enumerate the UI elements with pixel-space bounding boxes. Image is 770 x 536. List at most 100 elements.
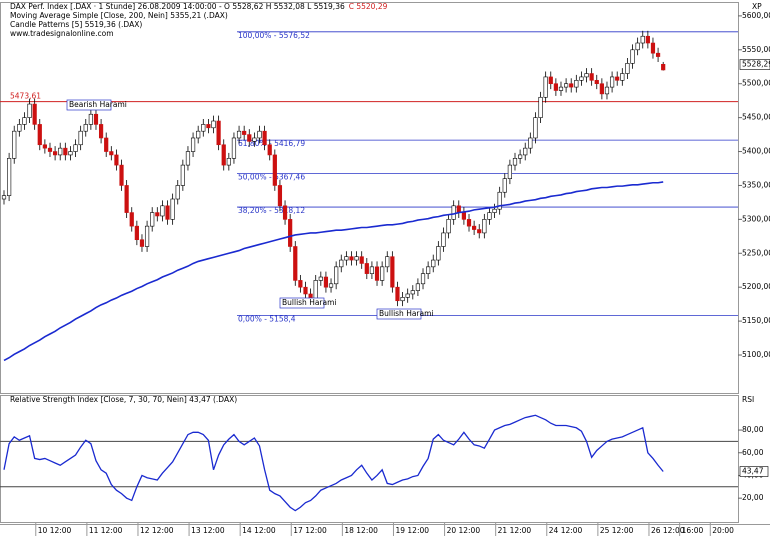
candle-body [78,130,83,146]
x-tick-label: 12 12:00 [140,526,174,535]
candle-body [124,185,129,213]
candle-body [584,73,589,78]
fib-label: 61,80% - 5416,79 [238,139,305,148]
y-tick-label: 5250,00 [742,248,770,257]
candle-body [221,144,226,166]
y-tick-label: 5150,00 [742,316,770,325]
candle-body [339,259,344,268]
candle-body [589,73,594,81]
candle-body [446,219,451,234]
candle-body [523,147,528,156]
candle-body [599,83,604,95]
candle-body [93,113,99,125]
candle-body [180,164,185,186]
candle-body [272,154,277,186]
candle-body [655,52,661,57]
candle-body [487,212,492,220]
candle-body [52,151,58,156]
candle-body [395,286,400,302]
candle-body [661,64,666,71]
x-tick-label: 25 12:00 [600,526,634,535]
candle-body [98,124,104,139]
candle-body [518,154,523,159]
axis-caption: XP [752,2,762,11]
candle-body [160,205,165,217]
candle-body [257,130,262,139]
candle-body [492,208,497,213]
candle-body [374,266,380,281]
candle-body [7,158,12,196]
y-tick-label: 5500,00 [742,79,770,88]
candle-body [548,76,553,85]
candle-body [129,212,134,227]
candle-body [247,134,252,142]
candle-body [150,212,155,227]
candle-body [630,49,635,64]
fib-label: 100,00% - 5576,52 [238,31,310,40]
x-tick-label: 13 12:00 [191,526,225,535]
x-tick-label: 16:00 [682,526,704,535]
chart-title: DAX Perf. Index [.DAX · 1 Stunde] 26.08.… [10,2,345,11]
x-tick-label: 26 12:00 [651,526,685,535]
candle-body [83,124,88,132]
candle-body [609,76,615,88]
candle-body [144,225,150,247]
y-tick-label: 60,00 [742,448,764,457]
candle-body [497,191,502,210]
candle-body [262,130,267,146]
candle-body [109,151,114,156]
candle-body [236,130,242,139]
candle-body [579,76,584,81]
axis-caption: RSI [742,395,754,404]
candle-body [42,144,47,149]
candle-body [533,117,538,139]
candle-body [441,232,446,247]
candle-body [344,256,349,261]
y-tick-label: 5450,00 [742,113,770,122]
candle-body [155,212,160,217]
candle-body [12,130,17,159]
candle-body [1,195,7,200]
rsi-line [3,414,664,512]
legend-entry: Moving Average Simple [Close, 200, Nein]… [10,11,228,20]
candle-body [512,158,518,166]
candle-body [104,137,109,152]
candle-body [139,239,145,247]
candle-body [431,259,436,268]
candle-body [63,147,68,156]
candle-body [47,147,53,152]
candle-body [543,76,548,98]
candle-body [349,256,354,261]
y-tick-label: 5400,00 [742,147,770,156]
candle-body [472,225,477,230]
fib-label: 0,00% - 5158,4 [238,314,296,323]
candle-body [293,246,298,281]
candle-body [201,124,206,132]
x-tick-label: 17 12:00 [293,526,327,535]
candle-body [650,42,656,54]
candle-body [318,276,323,281]
candle-body [364,263,369,274]
x-tick-label: 21 12:00 [498,526,532,535]
candle-body [73,144,78,152]
candle-body [17,124,22,132]
candle-body [170,198,175,220]
candle-body [400,297,405,302]
candle-body [288,219,293,247]
candle-body [323,276,329,288]
candle-body [558,86,564,91]
candle-body [119,164,124,186]
candle-body [22,117,27,125]
candle-body [426,266,431,274]
candle-body [482,219,487,234]
candle-body [359,256,364,264]
annotation-label: Bullish Harami [379,309,434,318]
reference-label: 5473,61 [10,92,41,101]
candle-body [334,266,339,285]
candle-body [32,103,37,125]
candle-body [553,83,558,91]
annotation-box [376,308,422,320]
y-tick-label: 5350,00 [742,180,770,189]
candle-body [502,178,507,193]
